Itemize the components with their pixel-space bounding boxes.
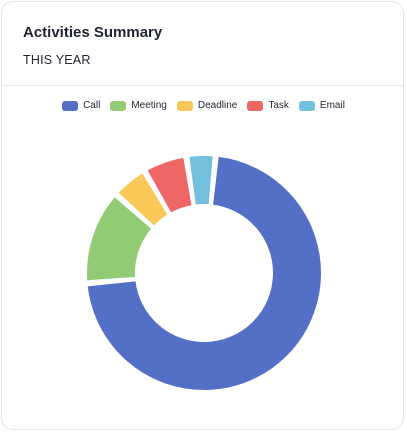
legend-swatch [298, 100, 315, 111]
period-label: THIS YEAR [23, 53, 91, 67]
legend-label: Email [319, 100, 345, 111]
legend-swatch [110, 100, 127, 111]
legend-label: Deadline [197, 100, 238, 111]
donut-slice-meeting[interactable] [85, 195, 154, 283]
legend-item-call[interactable]: Call [62, 100, 100, 111]
chart-legend: Call Meeting Deadline Task Email [0, 100, 407, 111]
legend-label: Meeting [131, 100, 167, 111]
legend-item-email[interactable]: Email [298, 100, 345, 111]
legend-swatch [62, 100, 79, 111]
donut-slice-email[interactable] [187, 154, 215, 207]
donut-slice-call[interactable] [85, 154, 323, 392]
legend-item-deadline[interactable]: Deadline [176, 100, 238, 111]
legend-label: Call [83, 100, 101, 111]
legend-item-meeting[interactable]: Meeting [110, 100, 167, 111]
legend-swatch [247, 100, 264, 111]
legend-item-task[interactable]: Task [247, 100, 289, 111]
donut-slice-task[interactable] [145, 155, 194, 215]
legend-swatch [176, 100, 193, 111]
card-title: Activities Summary [23, 24, 163, 41]
legend-label: Task [268, 100, 289, 111]
header-divider [2, 85, 403, 86]
donut-slice-deadline[interactable] [116, 171, 170, 228]
